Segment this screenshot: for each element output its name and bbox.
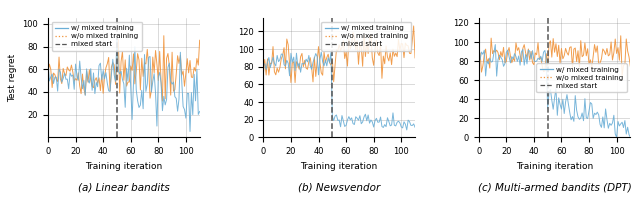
Legend: w/ mixed training, w/o mixed training, mixed start: w/ mixed training, w/o mixed training, m… xyxy=(536,63,627,92)
X-axis label: Training iteration: Training iteration xyxy=(301,162,378,171)
Legend: w/ mixed training, w/o mixed training, mixed start: w/ mixed training, w/o mixed training, m… xyxy=(321,22,412,51)
X-axis label: Training iteration: Training iteration xyxy=(85,162,163,171)
Legend: w/ mixed training, w/o mixed training, mixed start: w/ mixed training, w/o mixed training, m… xyxy=(52,22,142,51)
Text: (c) Multi-armed bandits (DPT): (c) Multi-armed bandits (DPT) xyxy=(477,183,632,193)
Y-axis label: Test regret: Test regret xyxy=(8,54,17,102)
Text: (b) Newsvendor: (b) Newsvendor xyxy=(298,183,380,193)
X-axis label: Training iteration: Training iteration xyxy=(516,162,593,171)
Text: (a) Linear bandits: (a) Linear bandits xyxy=(78,183,170,193)
